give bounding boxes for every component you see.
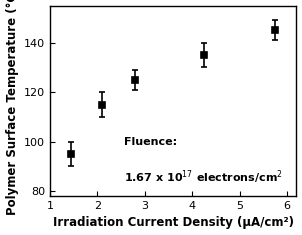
Text: 1.67 x 10$^{17}$ electrons/cm$^{2}$: 1.67 x 10$^{17}$ electrons/cm$^{2}$	[124, 169, 283, 186]
Y-axis label: Polymer Surface Temperature (°C): Polymer Surface Temperature (°C)	[5, 0, 18, 215]
X-axis label: Irradiation Current Density (μA/cm²): Irradiation Current Density (μA/cm²)	[53, 216, 294, 229]
Text: Fluence:: Fluence:	[124, 137, 177, 147]
